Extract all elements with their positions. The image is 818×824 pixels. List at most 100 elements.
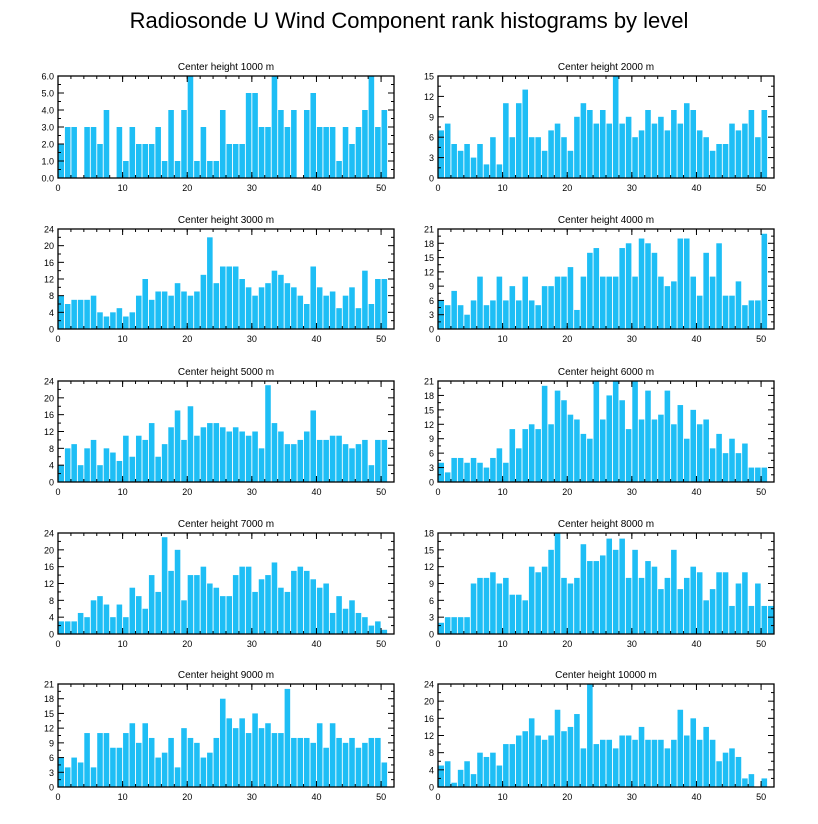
- bar: [587, 438, 593, 482]
- bar: [316, 587, 323, 634]
- bar: [735, 453, 742, 482]
- bar: [239, 144, 245, 178]
- bar: [200, 757, 207, 787]
- bar: [541, 566, 548, 634]
- bar: [181, 110, 187, 178]
- bar: [548, 735, 554, 787]
- bar: [329, 291, 336, 329]
- y-tick-label: 0: [429, 174, 434, 184]
- x-tick-label: 0: [435, 487, 440, 497]
- bar: [103, 733, 110, 787]
- bar: [375, 621, 381, 635]
- bar: [213, 283, 220, 329]
- bar: [174, 161, 181, 178]
- bar: [77, 465, 84, 482]
- bar: [213, 587, 220, 634]
- bar: [522, 276, 529, 329]
- bar: [470, 774, 477, 788]
- bar: [200, 127, 207, 178]
- bar: [658, 739, 664, 787]
- bar: [135, 295, 142, 329]
- bar: [64, 767, 71, 787]
- bar: [541, 739, 548, 787]
- bar: [612, 276, 619, 329]
- bar: [90, 600, 97, 634]
- bar: [483, 467, 490, 482]
- bar: [742, 305, 748, 329]
- bar: [709, 276, 716, 329]
- bar: [683, 735, 690, 787]
- bar: [438, 462, 445, 482]
- bar: [375, 439, 381, 482]
- y-tick-label: 20: [44, 545, 54, 555]
- panel-title: Center height 5000 m: [178, 367, 274, 378]
- bar: [548, 286, 554, 329]
- bar: [97, 733, 103, 787]
- bar: [342, 127, 349, 178]
- bar: [316, 287, 323, 329]
- bar: [612, 748, 619, 788]
- y-tick-label: 16: [44, 562, 54, 572]
- bar: [64, 304, 71, 329]
- bar: [64, 448, 71, 482]
- y-tick-label: 12: [424, 267, 434, 277]
- x-tick-label: 30: [247, 639, 257, 649]
- y-tick-label: 15: [424, 405, 434, 415]
- bar: [632, 549, 638, 634]
- bar: [129, 723, 136, 787]
- y-tick-label: 3: [49, 768, 54, 778]
- bar: [535, 429, 541, 482]
- bar: [548, 424, 554, 482]
- bar: [174, 767, 181, 787]
- bar: [116, 747, 123, 787]
- bar: [291, 287, 297, 329]
- bar: [245, 435, 252, 482]
- x-tick-label: 30: [247, 183, 257, 193]
- bar: [503, 577, 509, 634]
- y-tick-label: 9: [429, 282, 434, 292]
- bar: [271, 733, 278, 787]
- bar: [632, 381, 638, 482]
- bar: [509, 286, 516, 329]
- y-tick-label: 8: [429, 748, 434, 758]
- bar: [703, 419, 709, 482]
- bar: [580, 103, 587, 178]
- bar: [291, 110, 297, 178]
- bar: [84, 733, 90, 787]
- bar: [168, 427, 174, 482]
- x-tick-label: 10: [118, 334, 128, 344]
- bar: [207, 161, 213, 178]
- bar: [226, 431, 233, 482]
- bar: [71, 299, 77, 329]
- x-tick-label: 30: [627, 183, 637, 193]
- bar: [316, 439, 323, 482]
- bar: [761, 233, 768, 329]
- bar: [645, 110, 651, 178]
- bar: [381, 110, 388, 178]
- bar: [535, 137, 541, 178]
- bar: [219, 698, 226, 787]
- x-tick-label: 30: [627, 639, 637, 649]
- bar: [528, 424, 535, 482]
- bar: [683, 238, 690, 329]
- panel-title: Center height 7000 m: [178, 519, 274, 530]
- x-tick-label: 0: [55, 487, 60, 497]
- bar: [612, 549, 619, 634]
- bar: [245, 93, 252, 178]
- bar: [213, 161, 220, 178]
- bar: [483, 305, 490, 329]
- bar: [483, 164, 490, 178]
- y-tick-label: 0: [429, 630, 434, 640]
- bar: [84, 127, 90, 178]
- bar: [645, 561, 651, 634]
- bar: [187, 76, 194, 178]
- bar: [168, 737, 174, 787]
- bar: [226, 266, 233, 329]
- bar: [103, 604, 110, 634]
- bar: [729, 748, 735, 788]
- bar: [97, 144, 103, 178]
- bar: [599, 110, 606, 178]
- bar: [135, 596, 142, 635]
- bar: [116, 308, 123, 329]
- bar: [161, 752, 168, 787]
